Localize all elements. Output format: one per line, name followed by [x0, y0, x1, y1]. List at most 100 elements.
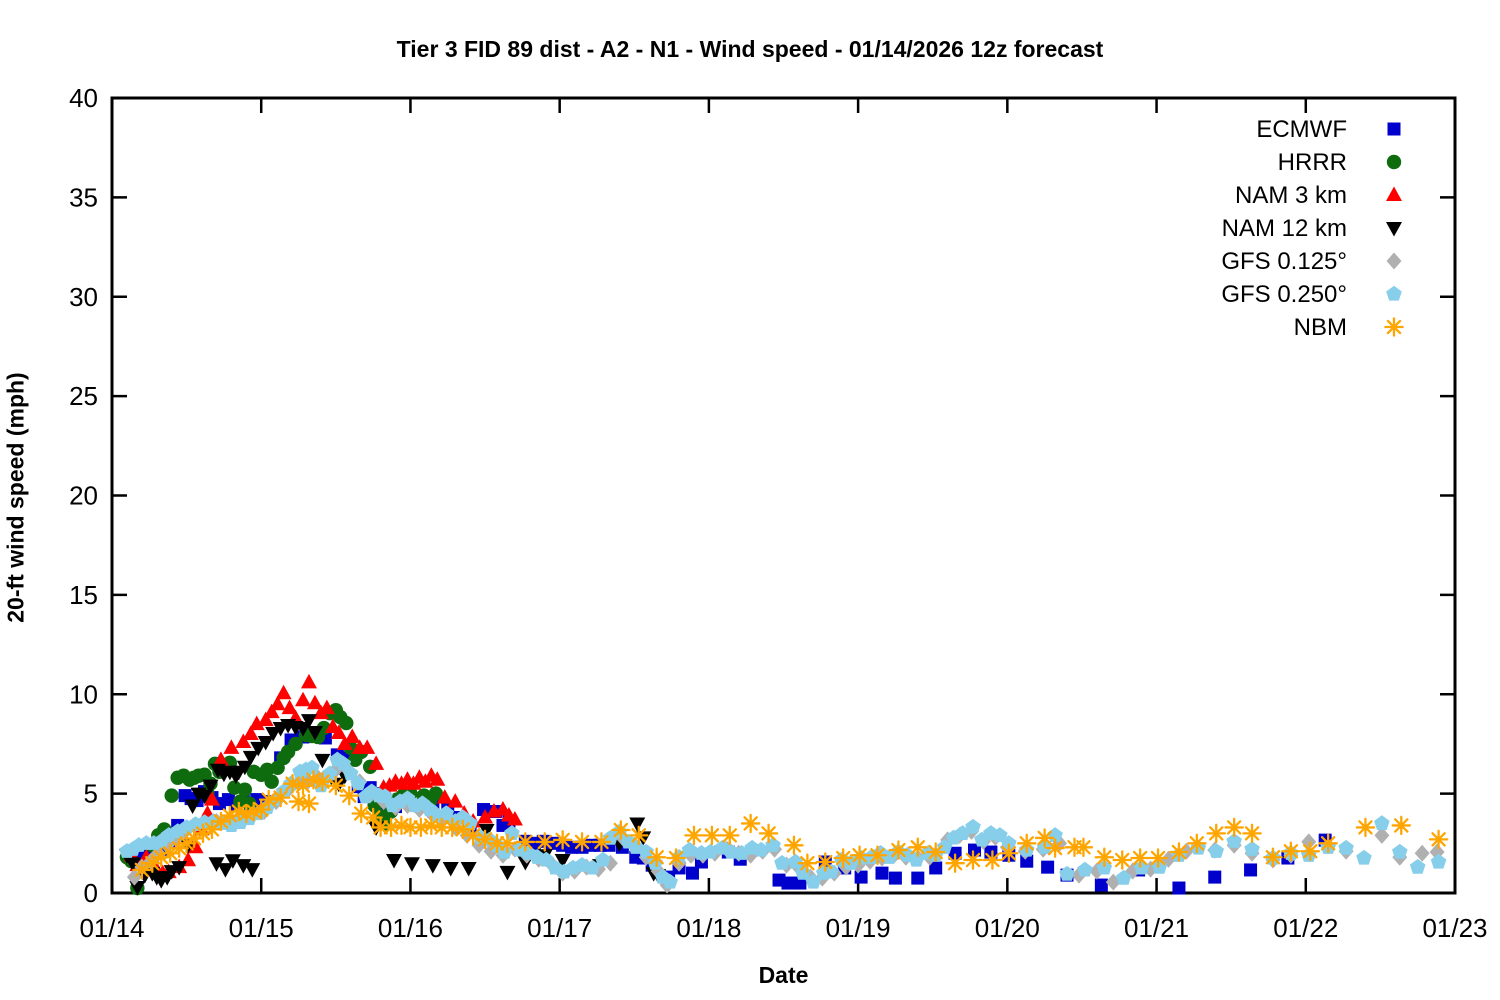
marker — [306, 726, 323, 741]
marker — [1224, 817, 1244, 838]
marker — [223, 739, 240, 754]
marker — [1391, 815, 1412, 836]
marker — [787, 853, 804, 869]
marker — [129, 881, 146, 896]
y-tick-label: 25 — [69, 381, 98, 411]
legend-marker-nam12km — [1386, 222, 1402, 237]
marker — [1409, 858, 1426, 874]
marker — [184, 828, 204, 849]
y-tick-label: 10 — [69, 679, 98, 709]
chart-title: Tier 3 FID 89 dist - A2 - N1 - Wind spee… — [396, 36, 1104, 62]
x-axis-label: Date — [758, 962, 809, 988]
marker — [963, 850, 983, 870]
marker — [815, 852, 836, 872]
legend-entry-gfs125: GFS 0.125° — [1221, 248, 1402, 275]
marker — [662, 873, 678, 889]
marker — [888, 871, 902, 885]
marker — [867, 845, 888, 865]
marker — [702, 843, 719, 859]
marker — [948, 846, 962, 860]
marker — [326, 775, 346, 796]
marker — [438, 805, 455, 821]
marker — [1300, 841, 1321, 862]
x-tick-label: 01/15 — [229, 913, 294, 943]
marker — [300, 714, 317, 729]
series-nam12km — [118, 714, 667, 896]
marker — [248, 715, 265, 731]
y-tick-label: 0 — [84, 878, 98, 908]
marker — [854, 870, 868, 884]
legend-label: ECMWF — [1256, 116, 1347, 143]
marker — [212, 751, 229, 766]
marker — [132, 860, 152, 880]
legend-marker-ecmwf — [1387, 122, 1401, 136]
legend-entry-ecmwf: ECMWF — [1256, 116, 1401, 143]
marker — [1187, 833, 1207, 854]
marker — [534, 832, 555, 852]
marker — [1244, 863, 1258, 877]
marker — [1338, 839, 1354, 855]
marker — [306, 694, 323, 710]
marker — [1244, 841, 1260, 856]
marker — [264, 774, 279, 789]
marker — [833, 848, 853, 868]
marker — [1428, 829, 1449, 850]
marker — [992, 827, 1008, 842]
marker — [1374, 815, 1390, 831]
marker — [237, 782, 253, 797]
marker — [339, 715, 354, 731]
marker — [429, 771, 446, 786]
marker — [428, 786, 444, 801]
marker — [447, 793, 464, 808]
marker — [403, 857, 420, 872]
marker — [552, 830, 573, 850]
marker — [723, 843, 740, 859]
marker — [1073, 837, 1094, 858]
legend-label: NAM 12 km — [1222, 215, 1347, 242]
y-tick-label: 5 — [84, 779, 98, 809]
marker — [350, 775, 367, 791]
marker — [875, 866, 889, 880]
marker — [1263, 847, 1283, 867]
x-tick-label: 01/16 — [378, 913, 443, 943]
marker — [584, 859, 601, 875]
marker — [314, 753, 331, 769]
marker — [823, 863, 840, 879]
x-tick-label: 01/23 — [1422, 913, 1487, 943]
marker — [702, 825, 722, 846]
legend-label: GFS 0.125° — [1221, 248, 1347, 275]
marker — [595, 851, 611, 867]
marker — [242, 750, 259, 766]
marker — [753, 841, 769, 857]
marker — [793, 876, 807, 890]
marker — [1094, 878, 1108, 892]
marker — [982, 850, 1003, 870]
legend-label: NAM 3 km — [1235, 182, 1347, 209]
marker — [265, 727, 282, 742]
marker — [506, 810, 523, 826]
marker — [1208, 843, 1225, 858]
x-tick-label: 01/19 — [826, 913, 891, 943]
marker — [797, 853, 818, 873]
marker — [1208, 870, 1222, 884]
y-tick-label: 40 — [69, 83, 98, 113]
marker — [684, 825, 704, 846]
marker — [460, 861, 477, 877]
marker — [442, 861, 459, 877]
marker — [300, 673, 317, 689]
marker — [1169, 842, 1189, 862]
marker — [945, 853, 965, 873]
legend-entry-nam3km: NAM 3 km — [1235, 182, 1402, 209]
marker — [1172, 881, 1186, 895]
legend-entry-hrrr: HRRR — [1278, 149, 1402, 176]
marker — [515, 832, 536, 852]
marker — [1226, 833, 1242, 848]
y-tick-label: 20 — [69, 481, 98, 511]
marker — [1045, 838, 1065, 858]
marker — [1318, 833, 1338, 854]
x-tick-label: 01/20 — [975, 913, 1040, 943]
y-tick-label: 15 — [69, 580, 98, 610]
y-axis-ticks: 0 5 10 15 20 25 30 35 40 — [69, 83, 1455, 908]
marker — [1414, 844, 1430, 862]
marker — [299, 793, 319, 814]
